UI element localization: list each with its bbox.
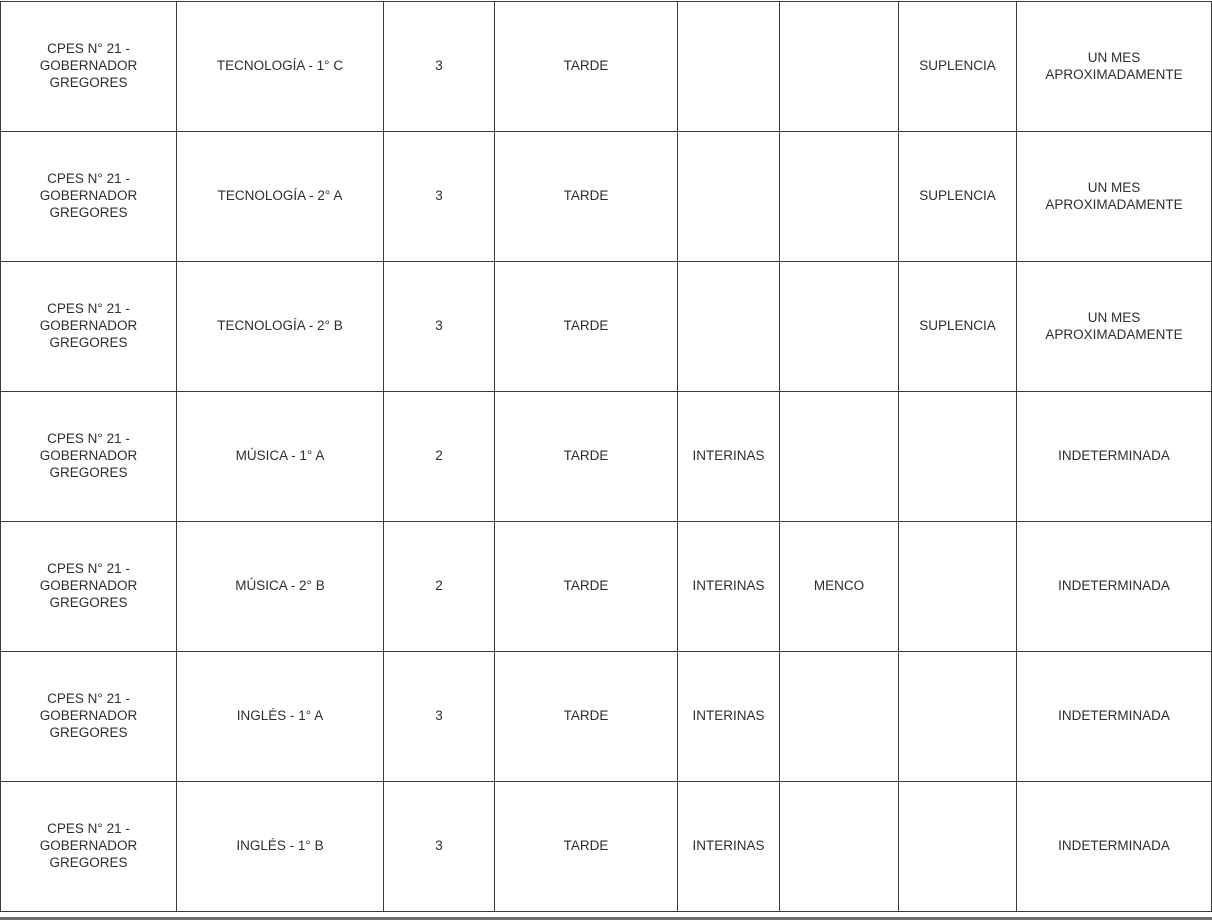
table-cell (779, 651, 899, 782)
table-cell (677, 1, 780, 132)
table-cell (779, 1, 899, 132)
table-cell: CPES N° 21 - GOBERNADOR GREGORES (0, 261, 177, 392)
table-row: CPES N° 21 - GOBERNADOR GREGORES TECNOLOG… (0, 1, 1212, 132)
table-cell: TARDE (494, 521, 678, 652)
table-cell: TARDE (494, 391, 678, 522)
table-row: CPES N° 21 - GOBERNADOR GREGORES MÚSICA -… (0, 521, 1212, 652)
table-cell: INDETERMINADA (1016, 651, 1212, 782)
table-cell: CPES N° 21 - GOBERNADOR GREGORES (0, 651, 177, 782)
table-cell: 3 (383, 261, 495, 392)
table-cell: INDETERMINADA (1016, 781, 1212, 912)
table-cell: TARDE (494, 1, 678, 132)
table-cell (898, 391, 1017, 522)
table-cell: 3 (383, 781, 495, 912)
table-cell (677, 261, 780, 392)
table-cell: TECNOLOGÍA - 2° B (176, 261, 384, 392)
table-cell: CPES N° 21 - GOBERNADOR GREGORES (0, 131, 177, 262)
table-cell: UN MES APROXIMADAMENTE (1016, 1, 1212, 132)
table-cell (898, 781, 1017, 912)
table-cell: INTERINAS (677, 521, 780, 652)
table-cell: CPES N° 21 - GOBERNADOR GREGORES (0, 521, 177, 652)
table-cell: INTERINAS (677, 651, 780, 782)
table-cell: SUPLENCIA (898, 261, 1017, 392)
table-cell (779, 391, 899, 522)
table-cell: CPES N° 21 - GOBERNADOR GREGORES (0, 391, 177, 522)
table-cell: TECNOLOGÍA - 2° A (176, 131, 384, 262)
table-cell: TECNOLOGÍA - 1° C (176, 1, 384, 132)
table-cell: INDETERMINADA (1016, 521, 1212, 652)
table-cell: TARDE (494, 261, 678, 392)
table-row: CPES N° 21 - GOBERNADOR GREGORES INGLÉS -… (0, 781, 1212, 912)
table-cell: UN MES APROXIMADAMENTE (1016, 131, 1212, 262)
table-cell: INGLÉS - 1° B (176, 781, 384, 912)
table-cell (779, 781, 899, 912)
table-cell: 2 (383, 391, 495, 522)
table-cell (898, 521, 1017, 652)
table-cell: 3 (383, 1, 495, 132)
table-cell: INDETERMINADA (1016, 391, 1212, 522)
table-cell: TARDE (494, 651, 678, 782)
cutoff-border-band (0, 917, 1212, 920)
table-cell: MÚSICA - 2° B (176, 521, 384, 652)
table-cell (779, 131, 899, 262)
table-cell: CPES N° 21 - GOBERNADOR GREGORES (0, 1, 177, 132)
table-cell: INTERINAS (677, 391, 780, 522)
table-cell: MÚSICA - 1° A (176, 391, 384, 522)
table-cell (677, 131, 780, 262)
table-cell (898, 651, 1017, 782)
table-row: CPES N° 21 - GOBERNADOR GREGORES MÚSICA -… (0, 391, 1212, 522)
table-row: CPES N° 21 - GOBERNADOR GREGORES TECNOLOG… (0, 261, 1212, 392)
table-cell: MENCO (779, 521, 899, 652)
table-cell: TARDE (494, 781, 678, 912)
table-cell: INTERINAS (677, 781, 780, 912)
table-row: CPES N° 21 - GOBERNADOR GREGORES TECNOLOG… (0, 131, 1212, 262)
table-cell: UN MES APROXIMADAMENTE (1016, 261, 1212, 392)
table-cell: SUPLENCIA (898, 1, 1017, 132)
table-cell: SUPLENCIA (898, 131, 1017, 262)
table-cell: CPES N° 21 - GOBERNADOR GREGORES (0, 781, 177, 912)
table-cell: 3 (383, 651, 495, 782)
table-cell: TARDE (494, 131, 678, 262)
table-cell (779, 261, 899, 392)
table-cell: 2 (383, 521, 495, 652)
table-cell: 3 (383, 131, 495, 262)
table-cell: INGLÉS - 1° A (176, 651, 384, 782)
table-row: CPES N° 21 - GOBERNADOR GREGORES INGLÉS -… (0, 651, 1212, 782)
